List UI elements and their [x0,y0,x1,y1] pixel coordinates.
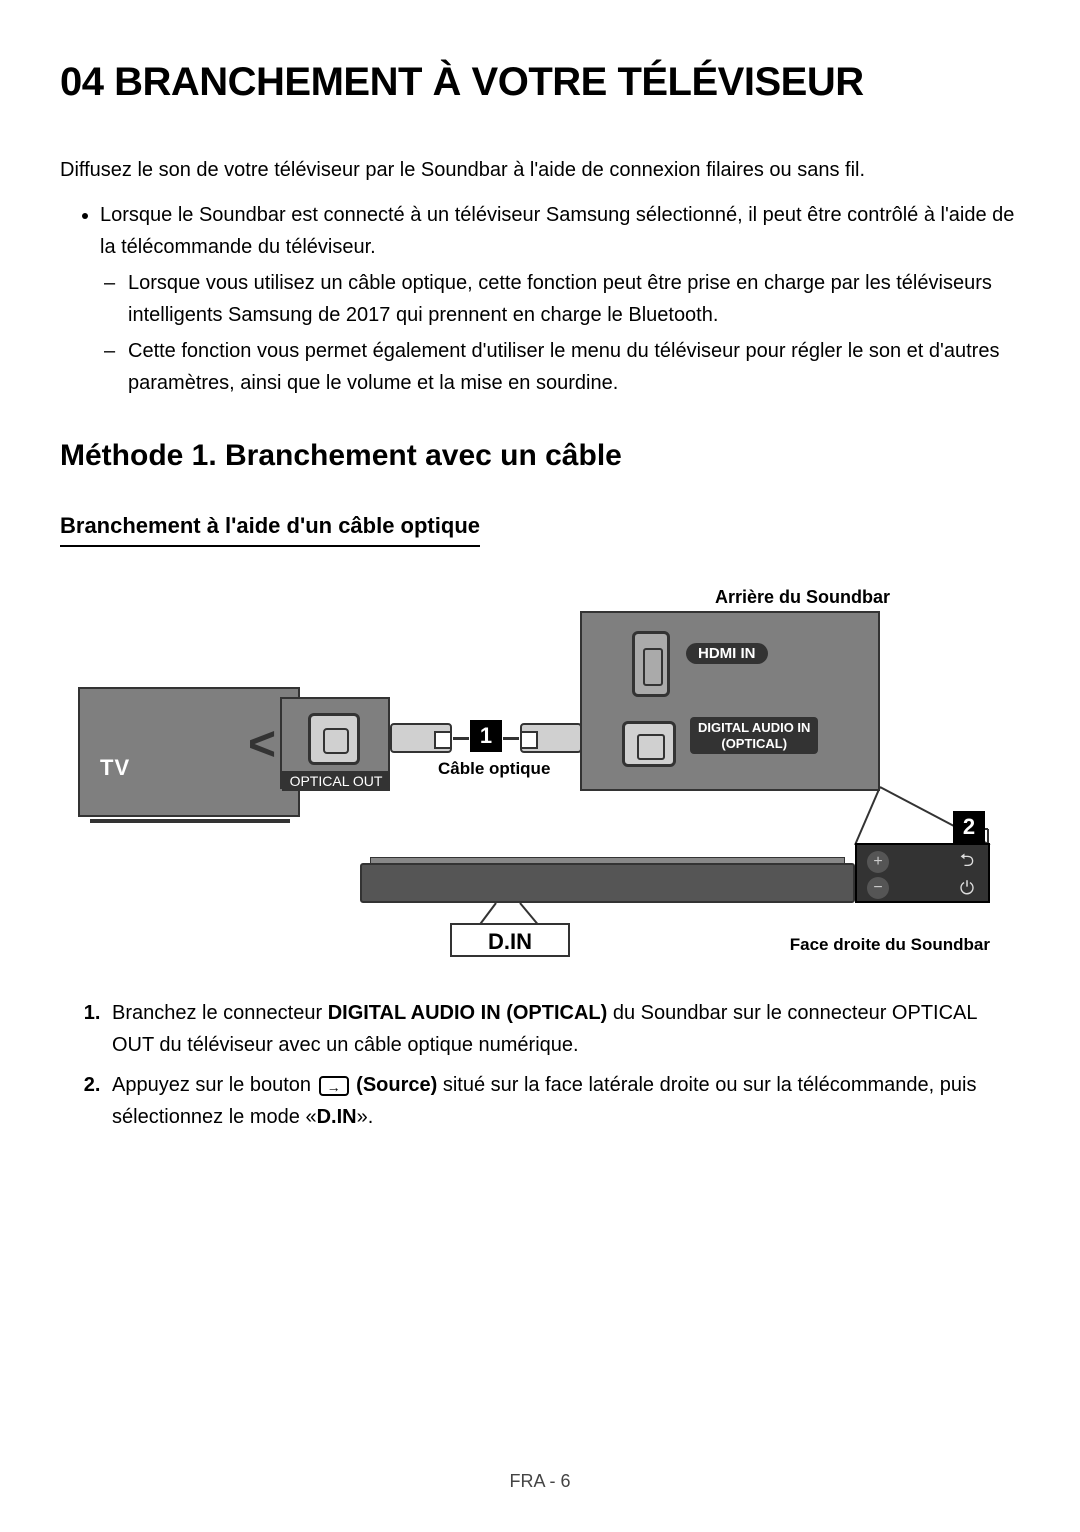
digital-audio-port-icon [622,721,676,767]
digital-audio-label: DIGITAL AUDIO IN (OPTICAL) [690,717,818,754]
digital-audio-line2: (OPTICAL) [721,736,787,751]
dash-list: Lorsque vous utilisez un câble optique, … [100,267,1020,399]
rear-soundbar-label: Arrière du Soundbar [715,587,890,608]
step2-source-bold: (Source) [356,1074,437,1096]
digital-audio-line1: DIGITAL AUDIO IN [698,720,810,735]
section-title: Méthode 1. Branchement avec un câble [60,439,1020,473]
step-number-1: 1 [470,720,502,752]
source-button-icon: ⮌ [956,849,978,871]
hdmi-in-label: HDMI IN [686,643,768,664]
dash-item: Lorsque vous utilisez un câble optique, … [128,267,1020,331]
power-button-icon: ⏻ [956,877,978,899]
bullet-text: Lorsque le Soundbar est connecté à un té… [100,204,1014,258]
step-item-1: Branchez le connecteur DIGITAL AUDIO IN … [106,997,1020,1061]
page-footer: FRA - 6 [0,1471,1080,1492]
volume-minus-icon: − [867,877,889,899]
face-right-label: Face droite du Soundbar [790,935,990,955]
optical-port-icon [308,713,360,765]
arrow-left-icon: < [248,717,276,772]
soundbar-side-panel: + − ⮌ ⏻ [855,843,990,903]
bullet-item: Lorsque le Soundbar est connecté à un té… [100,199,1020,399]
step1-prefix: Branchez le connecteur [112,1002,328,1024]
hdmi-port-icon [632,631,670,697]
dash-item: Cette fonction vous permet également d'u… [128,335,1020,399]
din-callout-box: D.IN [450,923,570,957]
cable-line [503,737,519,740]
cable-plug-left-icon [390,723,452,753]
step2-prefix: Appuyez sur le bouton [112,1074,317,1096]
intro-paragraph: Diffusez le son de votre téléviseur par … [60,155,1020,185]
tv-label: TV [100,755,130,781]
step1-bold: DIGITAL AUDIO IN (OPTICAL) [328,1002,608,1024]
cable-line [453,737,469,740]
instruction-steps: Branchez le connecteur DIGITAL AUDIO IN … [60,997,1020,1133]
optical-out-label: OPTICAL OUT [282,771,390,791]
subsection-title: Branchement à l'aide d'un câble optique [60,513,480,547]
step-item-2: Appuyez sur le bouton (Source) situé sur… [106,1069,1020,1133]
connection-diagram: Arrière du Soundbar TV < OPTICAL OUT 1 C… [60,587,1020,957]
step2-din-bold: D.IN [317,1106,357,1128]
tv-stand [90,819,290,823]
step2-suffix: ». [357,1106,374,1128]
page-title: 04 BRANCHEMENT À VOTRE TÉLÉVISEUR [60,60,1020,105]
cable-plug-right-icon [520,723,582,753]
soundbar-front-body [360,863,855,903]
step-number-2: 2 [953,811,985,843]
main-bullet-list: Lorsque le Soundbar est connecté à un té… [60,199,1020,399]
cable-label: Câble optique [438,759,550,779]
volume-plus-icon: + [867,851,889,873]
source-inline-icon [319,1076,349,1096]
